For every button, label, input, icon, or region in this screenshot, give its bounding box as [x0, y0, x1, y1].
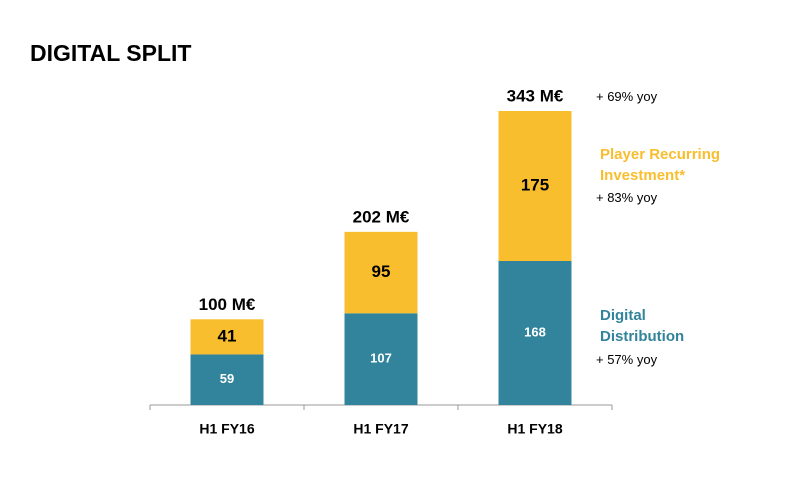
annotation: + 83% yoy [596, 190, 658, 205]
x-tick-label: H1 FY17 [353, 421, 408, 437]
bar-segment [190, 354, 264, 405]
bar-segment [344, 313, 418, 405]
value-label: 107 [370, 351, 392, 366]
value-label: 175 [521, 175, 549, 194]
total-label: 202 M€ [353, 207, 410, 226]
bar-segment [498, 261, 572, 405]
bar-segment [344, 231, 418, 314]
total-label: 100 M€ [199, 295, 256, 314]
annotation: + 57% yoy [596, 352, 658, 367]
annotation: + 69% yoy [596, 89, 658, 104]
legend-entry: Player Recurring Investment* [600, 146, 721, 184]
x-tick-label: H1 FY16 [199, 421, 254, 437]
x-tick-label: H1 FY18 [507, 421, 562, 437]
legend-entry: Digital Distribution [600, 307, 685, 345]
value-label: 95 [372, 262, 391, 281]
bar-segment [190, 319, 264, 355]
bar-segment [498, 111, 572, 261]
value-label: 59 [220, 371, 234, 386]
value-label: 41 [218, 326, 237, 345]
total-label: 343 M€ [507, 86, 564, 105]
value-label: 168 [524, 324, 546, 339]
chart-title: DIGITAL SPLIT [30, 40, 191, 66]
